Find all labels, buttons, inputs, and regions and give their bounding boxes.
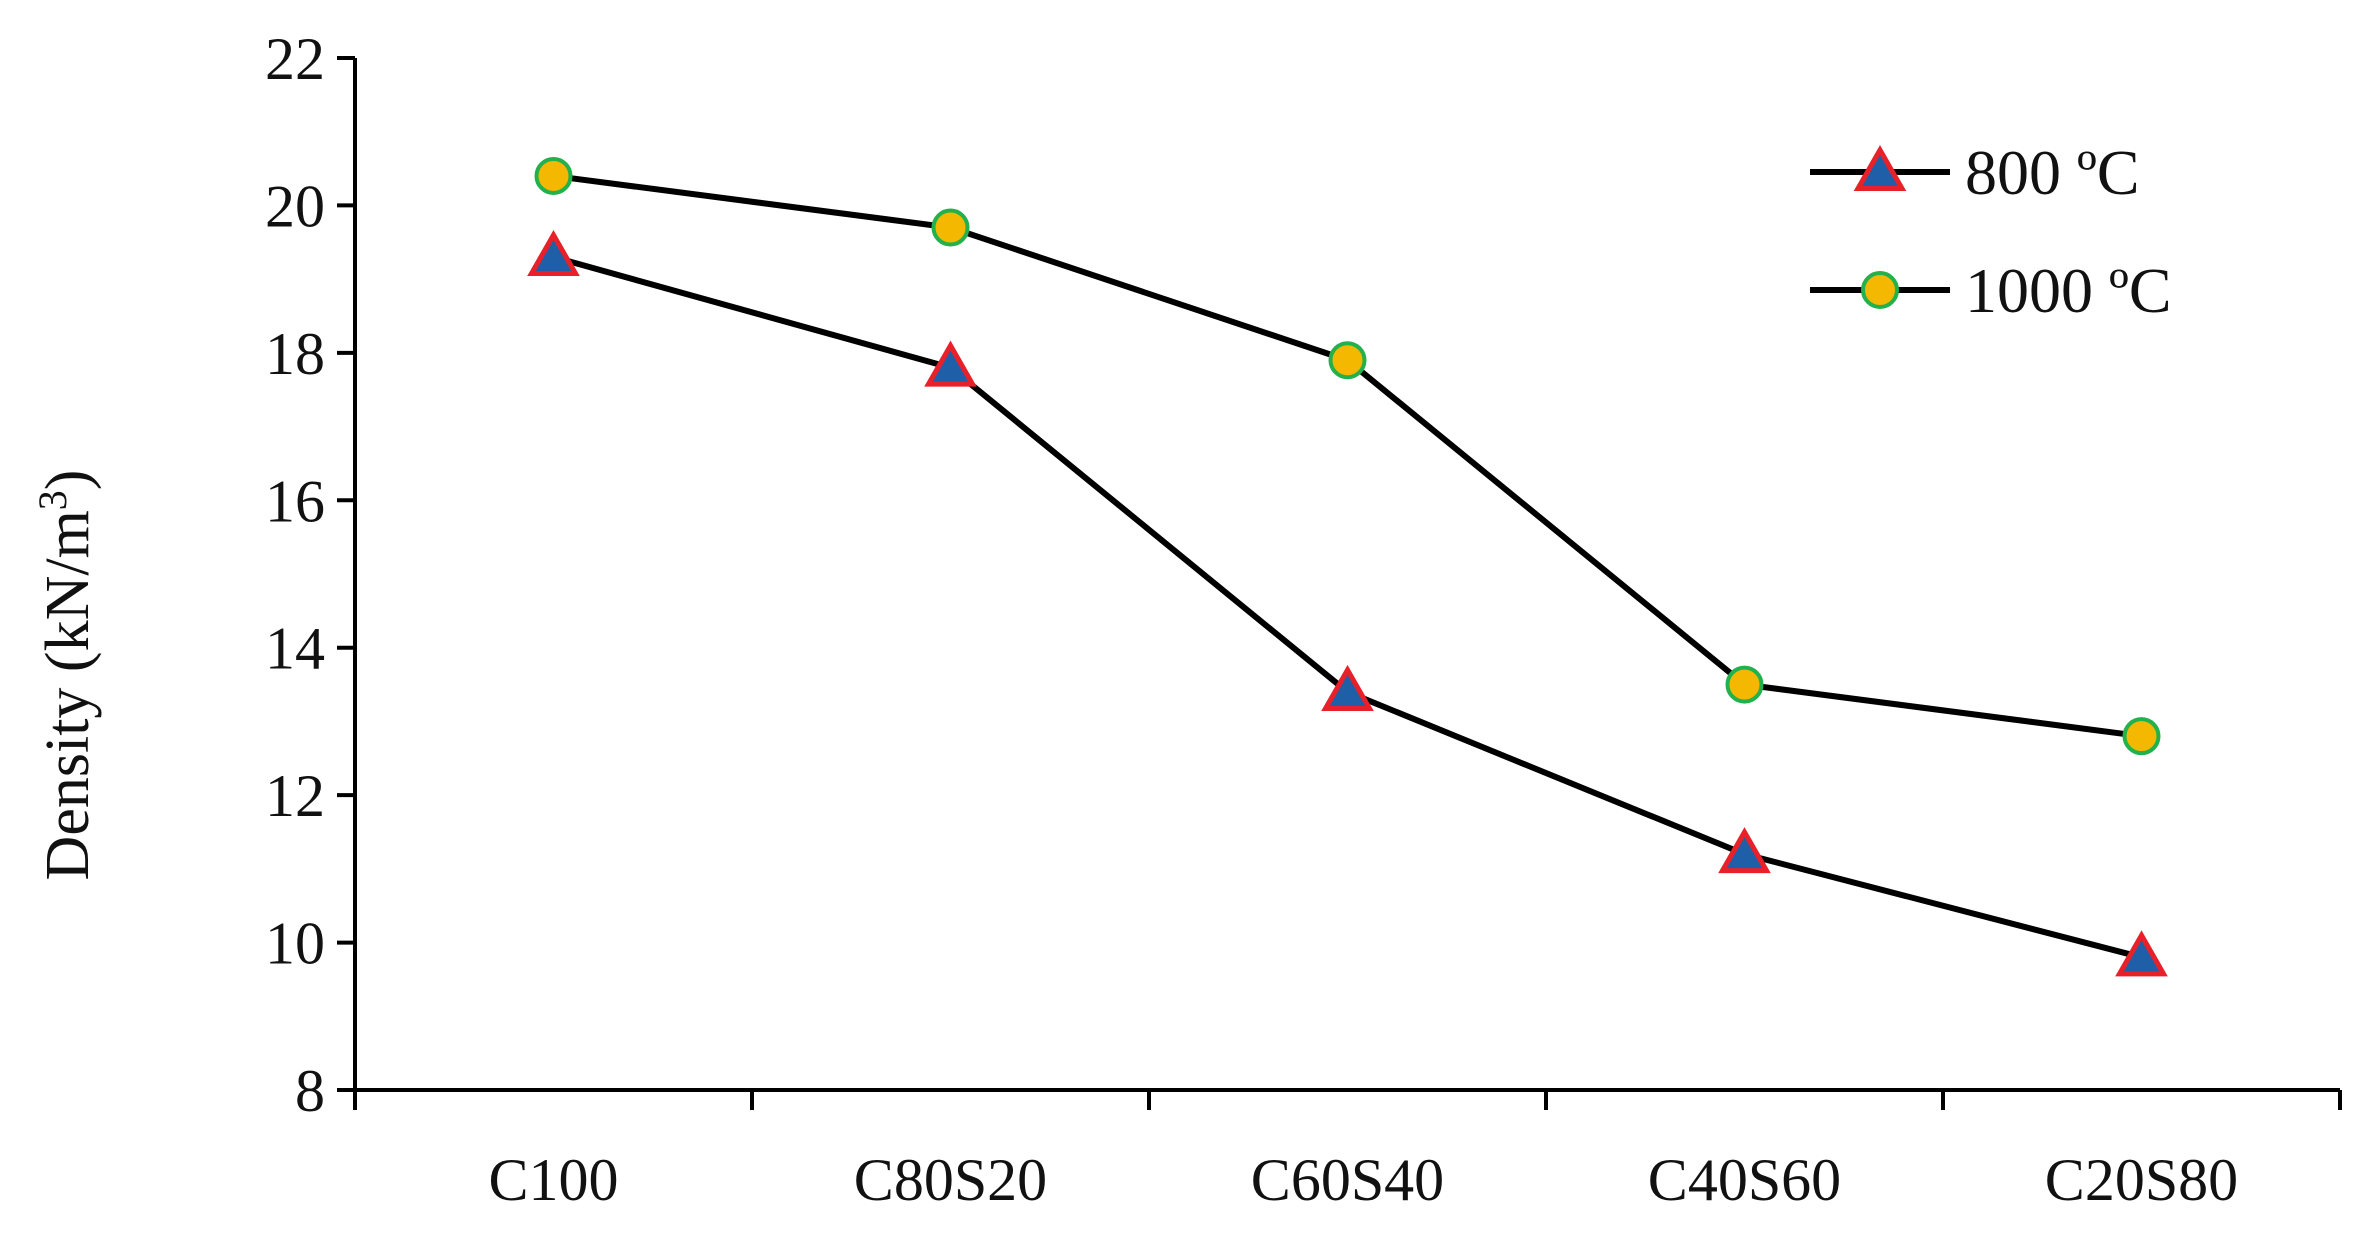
y-axis-title-superscript: 3	[30, 490, 75, 510]
y-axis-title-main: Density (kN/m	[34, 510, 102, 880]
legend-label: 800 ºC	[1965, 137, 2140, 208]
series-1-point	[924, 340, 977, 387]
x-tick-label: C20S80	[2045, 1147, 2238, 1213]
y-tick-label: 20	[265, 173, 325, 239]
y-tick-label: 18	[265, 321, 325, 387]
series-2-point	[2122, 717, 2161, 756]
legend-label: 1000 ºC	[1965, 255, 2172, 326]
axes	[353, 58, 2340, 1092]
series-2-point	[1328, 341, 1367, 380]
y-axis-ticks: 8 10 12 14 16 18 20 22	[265, 26, 355, 1124]
legend-marker	[1853, 144, 1907, 191]
legend: 800 ºC 1000 ºC	[1810, 137, 2172, 326]
y-tick-label: 14	[265, 616, 325, 682]
series-2	[534, 156, 2161, 756]
y-tick-label: 22	[265, 26, 325, 92]
x-tick-label: C40S60	[1648, 1147, 1841, 1213]
y-tick-label: 12	[265, 763, 325, 829]
series-2-point	[534, 156, 573, 195]
series-1-point	[527, 229, 580, 277]
x-tick-label: C100	[488, 1147, 618, 1213]
y-tick-label: 10	[265, 911, 325, 977]
series-2-line	[553, 172, 2142, 740]
y-axis-title-close: )	[34, 470, 102, 491]
series-1	[527, 229, 2168, 977]
series-1-point	[2115, 930, 2168, 977]
x-tick-label: C80S20	[854, 1147, 1047, 1213]
y-axis-title: Density (kN/m3)	[30, 470, 103, 881]
x-tick-label: C60S40	[1251, 1147, 1444, 1213]
series-1-point	[1718, 827, 1771, 874]
y-tick-label: 16	[265, 468, 325, 534]
series-layer	[527, 156, 2168, 977]
legend-marker	[1861, 271, 1899, 309]
series-2-point	[1725, 665, 1764, 704]
series-1-point	[1321, 664, 1374, 711]
x-axis-ticks: C100 C80S20 C60S40 C40S60 C20S80	[353, 1090, 2342, 1213]
y-tick-label: 8	[295, 1058, 325, 1124]
series-2-point	[931, 208, 970, 247]
